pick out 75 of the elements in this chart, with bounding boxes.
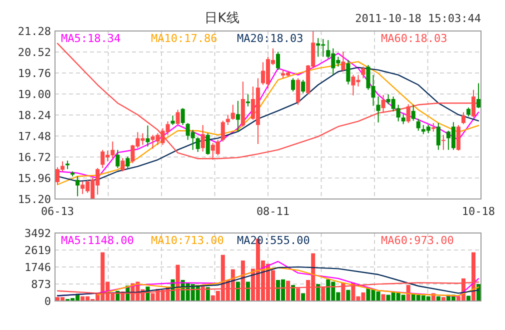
text: MA60:973.00 bbox=[381, 234, 454, 247]
candlestick bbox=[361, 66, 366, 78]
y-tick-label: 17.48 bbox=[18, 130, 51, 143]
bar bbox=[301, 293, 306, 301]
y-tick-label: 2619 bbox=[24, 244, 51, 257]
candlestick bbox=[206, 133, 210, 155]
y-tick-label: 15.20 bbox=[18, 192, 51, 206]
candlestick bbox=[146, 126, 150, 146]
candlestick bbox=[246, 94, 250, 106]
candlestick bbox=[236, 100, 240, 132]
candlestick bbox=[296, 78, 300, 105]
candlestick bbox=[76, 176, 80, 196]
candlestick bbox=[276, 52, 280, 70]
candlestick bbox=[346, 60, 350, 84]
candlestick bbox=[476, 83, 480, 108]
bar bbox=[381, 294, 386, 301]
text: MA10:713.00 bbox=[151, 234, 224, 247]
candlestick bbox=[471, 90, 476, 118]
candlestick bbox=[240, 82, 245, 127]
candlestick bbox=[230, 104, 235, 120]
candlestick bbox=[456, 124, 460, 151]
candlestick bbox=[120, 158, 125, 172]
x-tick-label: 08-11 bbox=[256, 205, 290, 218]
bar bbox=[466, 296, 470, 301]
y-tick-label: 873 bbox=[31, 278, 51, 291]
candlestick bbox=[416, 118, 420, 131]
candlestick bbox=[376, 96, 380, 122]
y-tick-label: 19.76 bbox=[18, 66, 51, 80]
candlestick bbox=[116, 150, 120, 168]
candlestick bbox=[220, 120, 225, 142]
y-tick-label: 1746 bbox=[24, 260, 51, 274]
text: 2011-10-18 15:03:44 bbox=[355, 12, 482, 25]
y-tick-label: 16.72 bbox=[18, 150, 51, 164]
candlestick bbox=[126, 156, 130, 168]
candlestick bbox=[66, 160, 70, 170]
candlestick bbox=[401, 114, 406, 124]
text: MA5:18.34 bbox=[61, 32, 121, 45]
bar bbox=[316, 284, 320, 301]
y-tick-label: 18.24 bbox=[18, 108, 52, 122]
y-tick-label: 0 bbox=[44, 294, 51, 308]
candlestick bbox=[180, 108, 185, 125]
candlestick bbox=[341, 52, 346, 72]
candlestick bbox=[431, 123, 436, 132]
x-tick-label: 10-18 bbox=[462, 205, 496, 218]
candlestick bbox=[291, 78, 296, 92]
chart-title: 日K线 bbox=[204, 11, 240, 26]
text: MA60:18.03 bbox=[381, 32, 448, 45]
bar bbox=[346, 290, 350, 301]
candlestick bbox=[441, 134, 446, 150]
text: MA5:1148.00 bbox=[61, 234, 134, 247]
candlestick bbox=[461, 112, 466, 124]
y-tick-label: 21.28 bbox=[18, 24, 51, 38]
text: MA20:18.03 bbox=[237, 32, 304, 45]
candlestick bbox=[411, 104, 416, 121]
y-tick-label: 15.96 bbox=[18, 172, 51, 185]
x-tick-label: 06-13 bbox=[40, 205, 74, 218]
candlestick bbox=[381, 94, 386, 112]
text: MA10:17.86 bbox=[151, 32, 218, 45]
y-tick-label: 19.00 bbox=[18, 88, 51, 101]
candlestick bbox=[196, 137, 200, 152]
candlestick bbox=[436, 123, 440, 150]
candlestick bbox=[170, 116, 175, 125]
candlestick bbox=[406, 104, 410, 124]
candlestick bbox=[301, 80, 306, 94]
candlestick bbox=[200, 124, 205, 152]
bar bbox=[246, 282, 250, 301]
y-tick-label: 20.52 bbox=[18, 46, 51, 59]
y-tick-label: 3492 bbox=[24, 226, 51, 240]
series-label: MA20:555.00 bbox=[237, 234, 310, 247]
candlestick bbox=[226, 114, 230, 125]
candlestick bbox=[466, 108, 470, 116]
line-series bbox=[56, 42, 480, 160]
bar bbox=[236, 282, 240, 301]
bar bbox=[441, 297, 446, 301]
candlestick bbox=[176, 110, 180, 125]
